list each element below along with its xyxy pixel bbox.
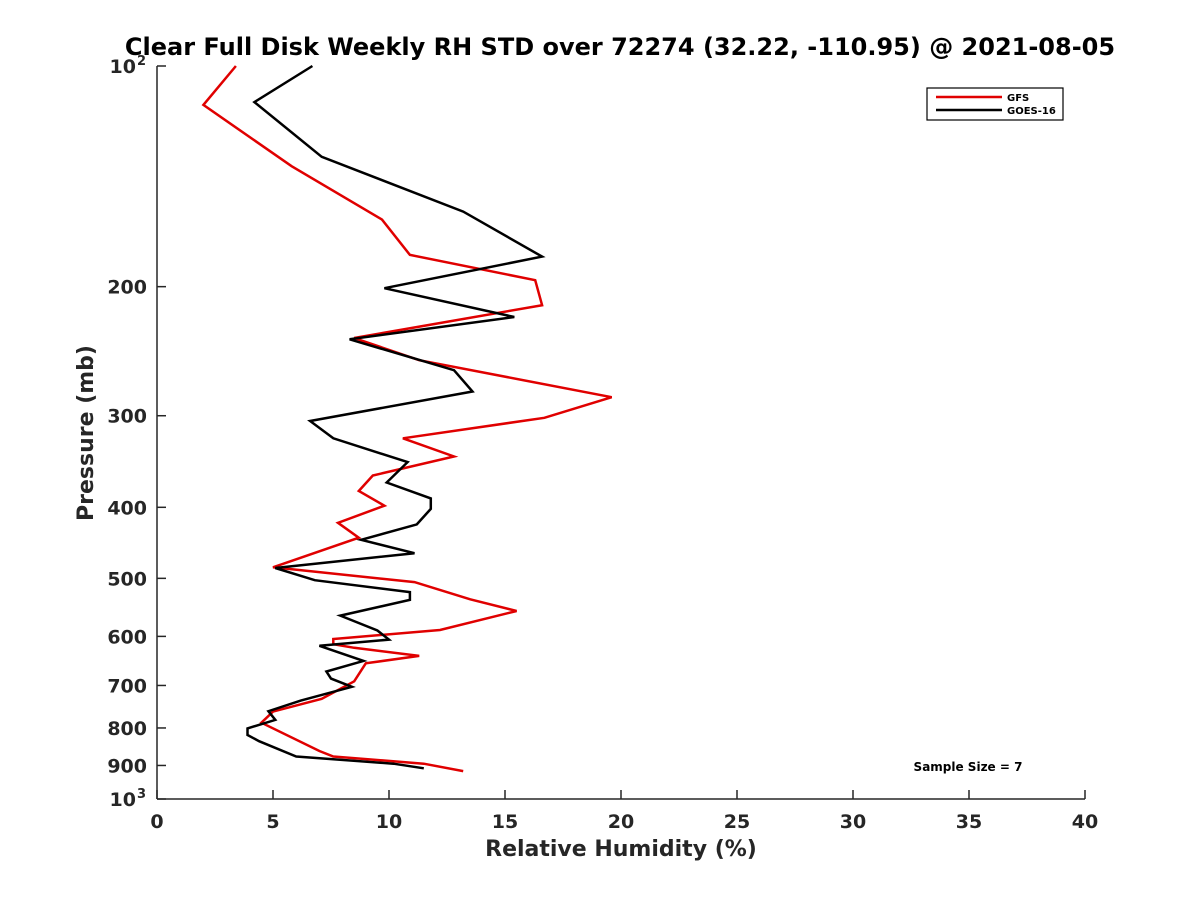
- legend: GFS GOES-16: [926, 87, 1064, 121]
- y-tick-label: 600: [107, 626, 147, 648]
- legend-label-gfs: GFS: [1007, 93, 1029, 104]
- plot-area: [156, 66, 1085, 800]
- x-tick-label: 30: [840, 811, 866, 833]
- y-tick-label: 400: [107, 497, 147, 519]
- x-axis-label: Relative Humidity (%): [485, 837, 757, 862]
- y-axis-label: Pressure (mb): [74, 345, 99, 521]
- x-tick-label: 0: [150, 811, 163, 833]
- x-tick-label: 40: [1072, 811, 1098, 833]
- x-tick-label: 25: [724, 811, 750, 833]
- y-tick-label-exponent: 3: [137, 787, 146, 802]
- y-tick-label: 700: [107, 675, 147, 697]
- legend-box: [926, 87, 1064, 121]
- y-tick-label-base: 10: [110, 789, 136, 811]
- x-tick-label: 5: [266, 811, 279, 833]
- y-tick-label: 900: [107, 755, 147, 777]
- y-tick-label-base: 10: [110, 56, 136, 78]
- x-tick-label: 10: [376, 811, 402, 833]
- x-tick-label: 35: [956, 811, 982, 833]
- y-tick-label: 300: [107, 406, 147, 428]
- x-axis-ticks: 0 5 10 15 20 25 30 35 40: [150, 790, 1098, 833]
- y-tick-label: 200: [107, 277, 147, 299]
- series-line-goes-16: [246, 64, 546, 770]
- series-layer: [201, 64, 613, 773]
- y-tick-label-exponent: 2: [137, 54, 146, 69]
- sample-size-annotation: Sample Size = 7: [914, 760, 1023, 774]
- series-line-gfs: [201, 65, 613, 773]
- y-tick-label: 500: [107, 568, 147, 590]
- legend-label-goes-16: GOES-16: [1007, 106, 1056, 117]
- y-tick-label: 800: [107, 718, 147, 740]
- x-tick-label: 15: [492, 811, 518, 833]
- chart-title: Clear Full Disk Weekly RH STD over 72274…: [125, 33, 1115, 61]
- x-tick-label: 20: [608, 811, 634, 833]
